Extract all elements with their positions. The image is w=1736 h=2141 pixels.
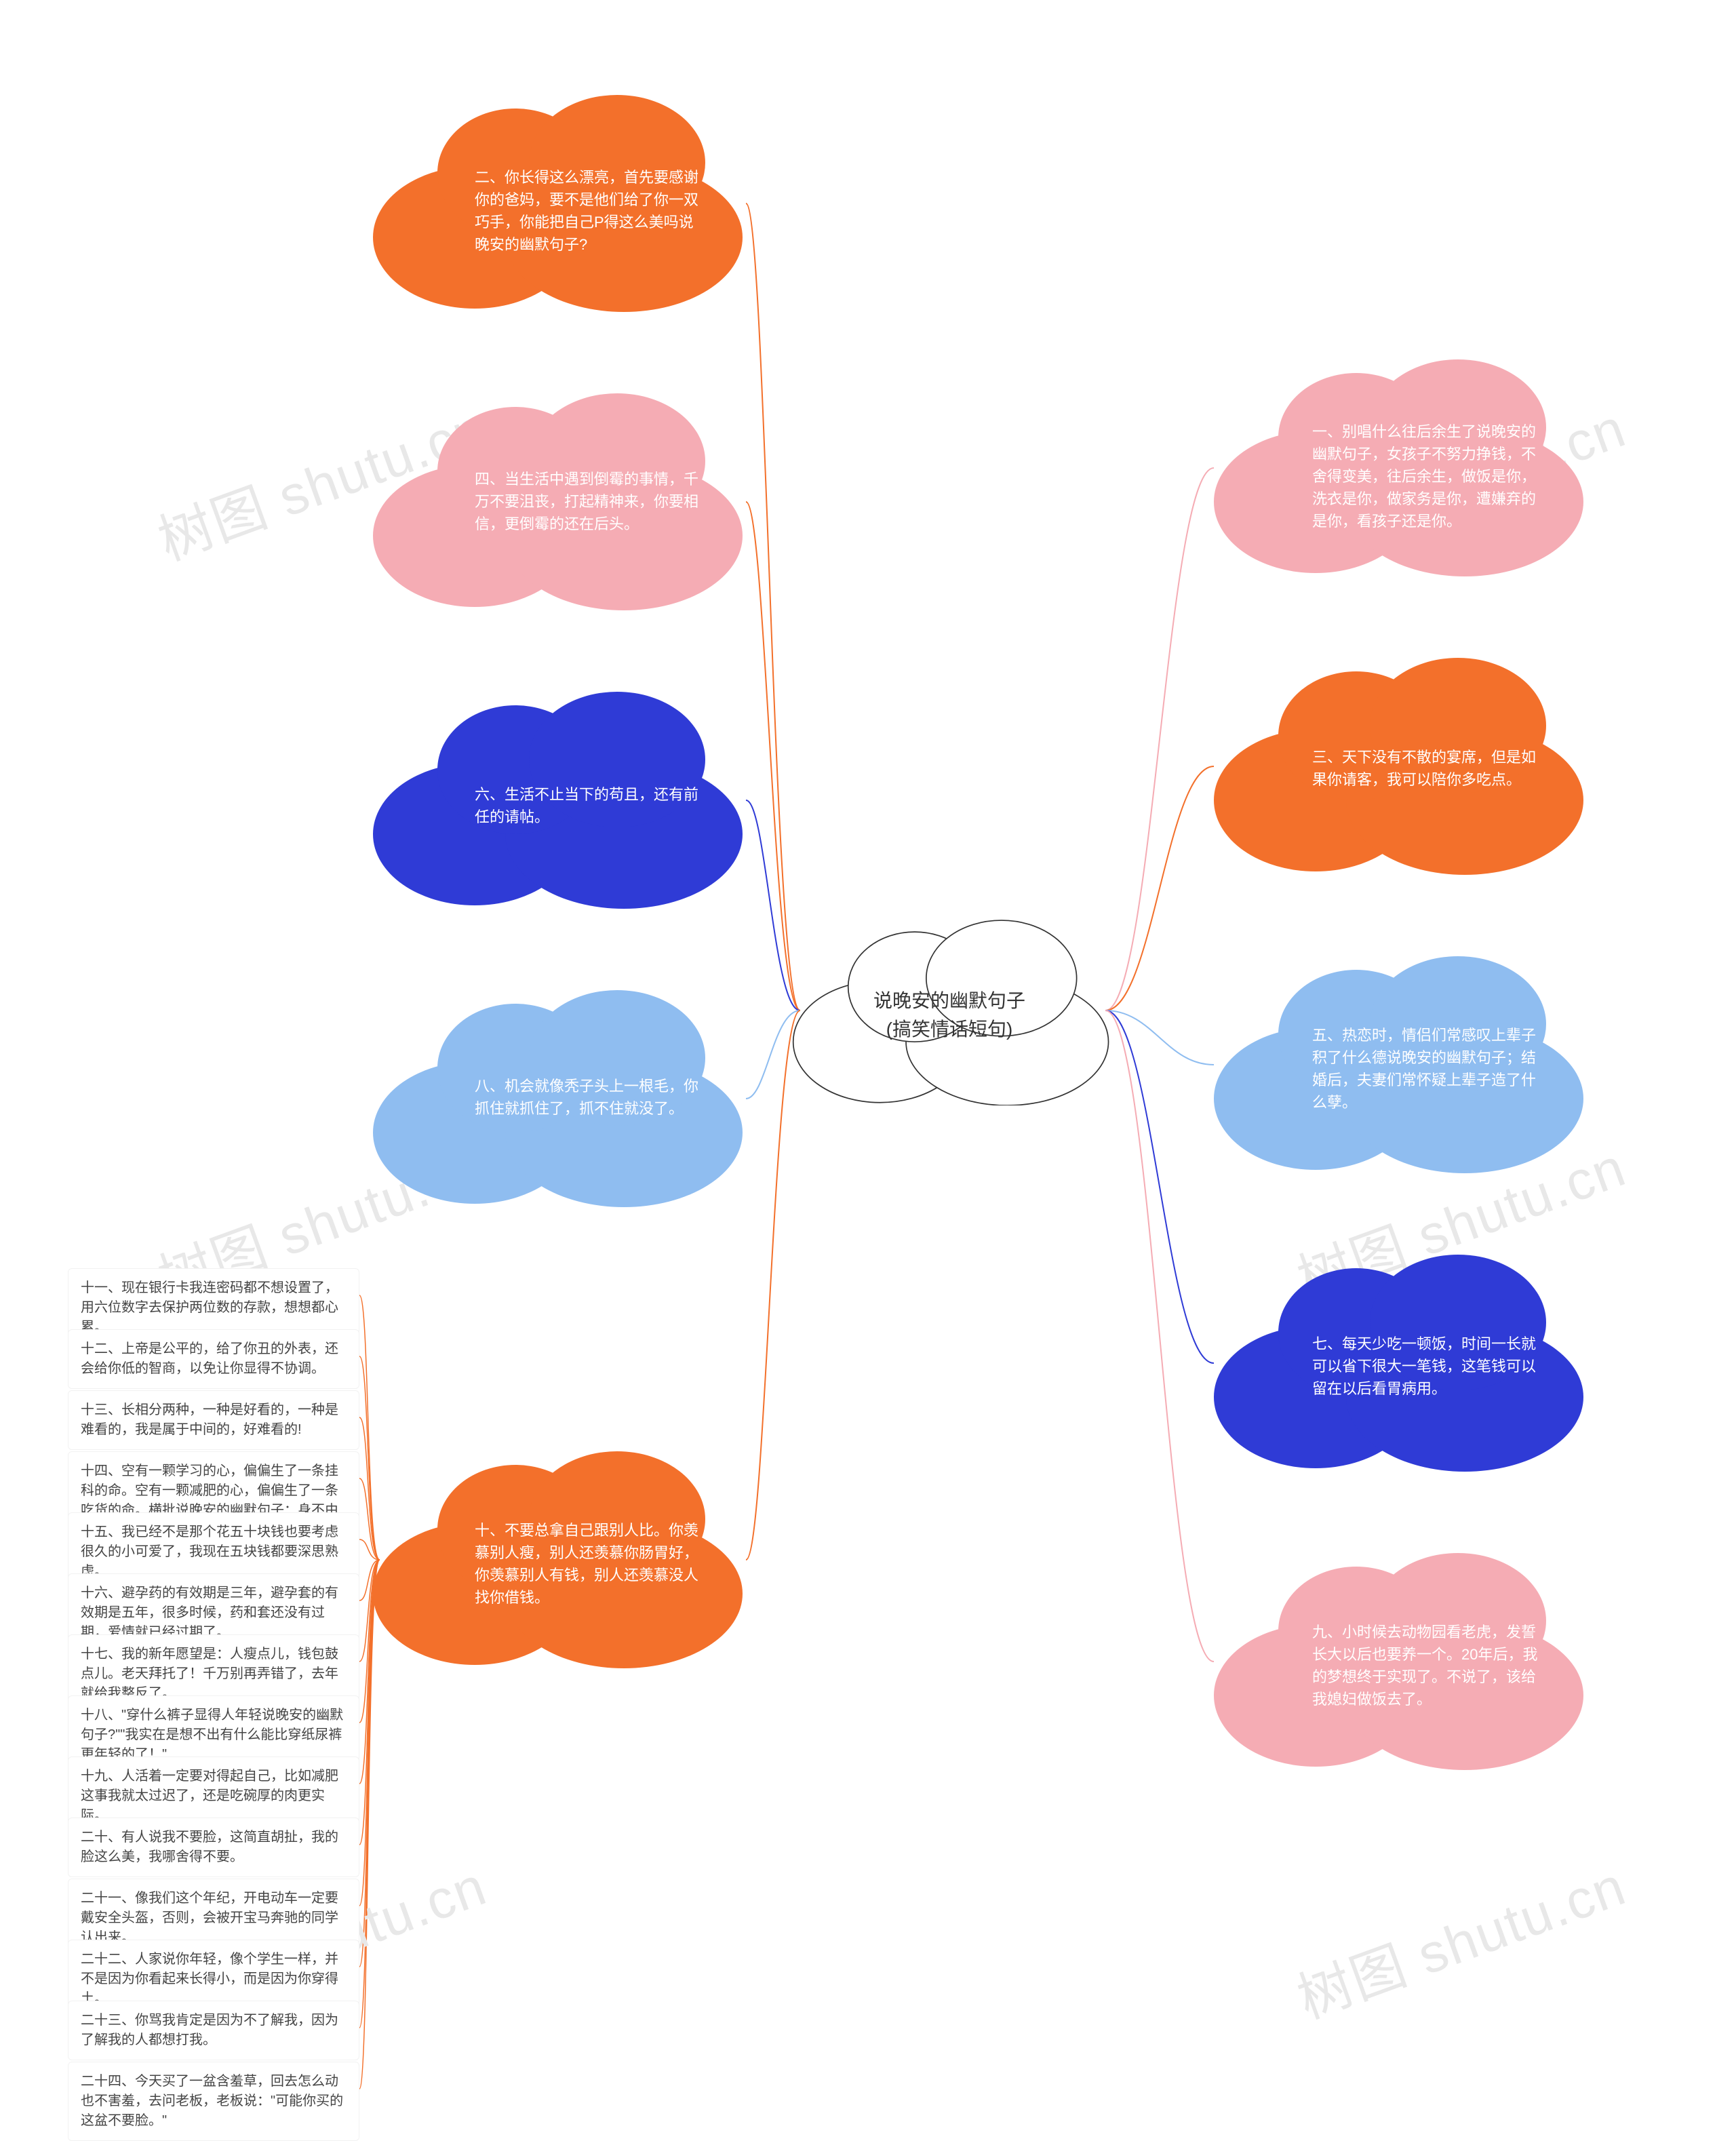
sub-item: 二十三、你骂我肯定是因为不了解我，因为了解我的人都想打我。 bbox=[68, 2001, 359, 2060]
cloud-text-R3: 三、天下没有不散的宴席，但是如果你请客，我可以陪你多吃点。 bbox=[1312, 746, 1543, 791]
sub-item: 十三、长相分两种，一种是好看的，一种是难看的，我是属于中间的，好难看的! bbox=[68, 1390, 359, 1450]
cloud-text-L8: 八、机会就像秃子头上一根毛，你抓住就抓住了，抓不住就没了。 bbox=[475, 1075, 698, 1120]
cloud-text-L6: 六、生活不止当下的苟且，还有前任的请帖。 bbox=[475, 783, 698, 828]
sub-item: 十二、上帝是公平的，给了你丑的外表，还会给你低的智商，以免让你显得不协调。 bbox=[68, 1329, 359, 1389]
cloud-text-R1: 一、别唱什么往后余生了说晚安的幽默句子，女孩子不努力挣钱，不舍得变美，往后余生，… bbox=[1312, 420, 1543, 532]
sub-item: 二十四、今天买了一盆含羞草，回去怎么动也不害羞，去问老板，老板说："可能你买的这… bbox=[68, 2062, 359, 2141]
cloud-text-R5: 五、热恋时，情侣们常感叹上辈子积了什么德说晚安的幽默句子；结婚后，夫妻们常怀疑上… bbox=[1312, 1024, 1543, 1114]
cloud-text-L2: 二、你长得这么漂亮，首先要感谢你的爸妈，要不是他们给了你一双巧手，你能把自己P得… bbox=[475, 166, 698, 256]
cloud-text-L4: 四、当生活中遇到倒霉的事情，千万不要沮丧，打起精神来，你要相信，更倒霉的还在后头… bbox=[475, 468, 698, 535]
center-title: 说晚安的幽默句子(搞笑情话短句) bbox=[861, 987, 1038, 1044]
cloud-text-L10: 十、不要总拿自己跟别人比。你羡慕别人瘦，别人还羡慕你肠胃好，你羡慕别人有钱，别人… bbox=[475, 1519, 698, 1609]
cloud-text-R7: 七、每天少吃一顿饭，时间一长就可以省下很大一笔钱，这笔钱可以留在以后看胃病用。 bbox=[1312, 1333, 1543, 1400]
sub-item: 二十、有人说我不要脸，这简直胡扯，我的脸这么美，我哪舍得不要。 bbox=[68, 1818, 359, 1877]
cloud-text-R9: 九、小时候去动物园看老虎，发誓长大以后也要养一个。20年后，我的梦想终于实现了。… bbox=[1312, 1621, 1543, 1710]
